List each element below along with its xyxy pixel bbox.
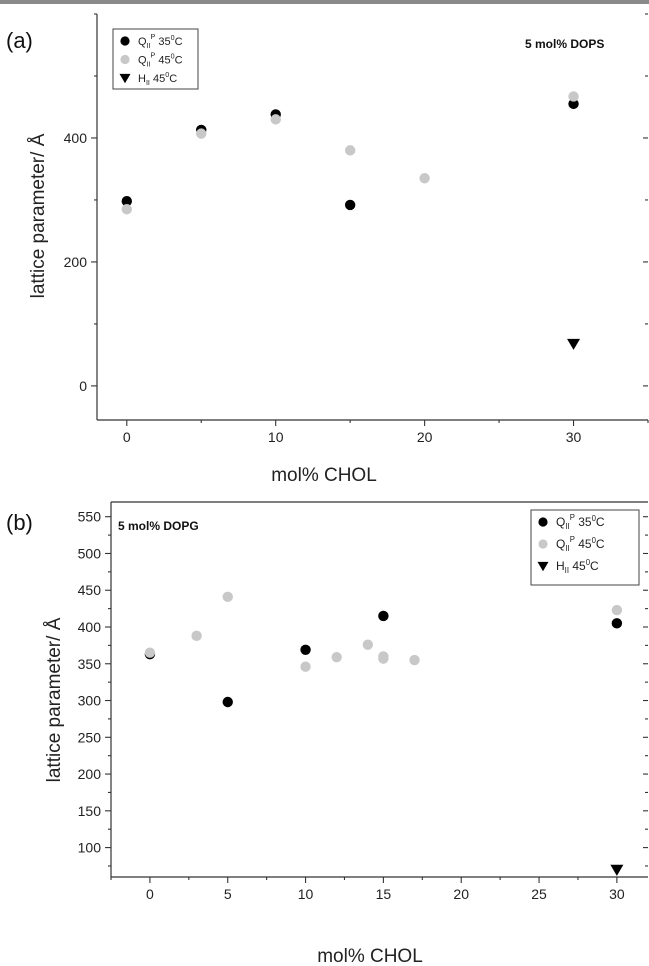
panel-b-x-tick-label: 25	[531, 886, 547, 902]
panel-a-legend-marker-1	[120, 54, 130, 65]
panel-b-legend: QIIP 350C QIIP 450C HII 450C	[530, 509, 640, 586]
panel-b-series-0-point	[611, 618, 623, 629]
panel-b-x-tick-label: 10	[298, 886, 314, 902]
panel-a-legend-marker-0	[120, 36, 130, 46]
panel-b-y-tick-label: 400	[78, 619, 102, 635]
panel-b-y-tick-label: 100	[78, 840, 102, 856]
panel-b-y-tick-label: 150	[78, 803, 102, 819]
panel-a-y-axis-title: lattice parameter/ Å	[28, 133, 49, 298]
panel-a-y-tick-label: 400	[64, 130, 88, 146]
panel-b-x-tick-label: 15	[376, 886, 392, 902]
panel-b-series-1-point	[144, 647, 156, 658]
panel-b-series-1-point	[409, 654, 420, 666]
panel-b-x-axis-title: mol% CHOL	[317, 946, 423, 966]
panel-a-y-tick-label: 0	[79, 378, 87, 394]
panel-b-series-0-point	[300, 644, 311, 655]
panel-a-x-tick-label: 20	[417, 429, 433, 445]
panel-a-legend-label-1: QIIP 450C	[138, 52, 183, 69]
panel-b-y-tick-label: 450	[78, 582, 102, 598]
panel-b-x-tick-label: 30	[609, 886, 625, 902]
panel-a-series-1-point	[344, 145, 356, 156]
panel-b-y-tick-label: 550	[78, 509, 102, 525]
panel-b-series-0-point	[222, 696, 233, 708]
panel-a-annotation: 5 mol% DOPS	[525, 37, 604, 51]
panel-b-y-tick-label: 500	[78, 545, 102, 561]
panel-a-series-0-point	[121, 195, 132, 207]
panel-b-series-1-point	[378, 653, 389, 664]
panel-b-y-tick-label: 300	[78, 693, 102, 709]
panel-a-series-1-point	[419, 173, 430, 184]
panel-a-series-1-point	[121, 204, 132, 215]
panel-b-legend-marker-2	[537, 561, 549, 572]
panel-b-series-1-point	[300, 661, 311, 672]
panel-a-legend-label-0: QIIP 350C	[138, 33, 183, 50]
panel-b-series-1-point	[191, 630, 202, 642]
panel-b-x-tick-label: 20	[453, 886, 469, 902]
panel-b-legend-marker-0	[538, 517, 548, 527]
panel-b-legend-label-1: QIIP 450C	[556, 535, 605, 553]
panel-b-label: (b)	[6, 510, 33, 535]
panel-b-legend-label-0: QIIP 350C	[556, 513, 605, 531]
panel-a-series-0-point	[568, 98, 579, 110]
panel-b-annotation: 5 mol% DOPG	[118, 519, 199, 533]
panel-b-series-1-point	[222, 591, 233, 603]
panel-b-legend-label-2: HII 450C	[556, 558, 599, 575]
panel-a-series-2-point	[567, 338, 581, 350]
panel-b-y-axis-title: lattice parameter/ Å	[44, 617, 65, 782]
panel-a-y-tick-label: 200	[64, 254, 88, 270]
panel-b-series-1-point	[611, 604, 623, 616]
panel-a-x-tick-label: 30	[566, 429, 582, 445]
panel-a-series-1-point	[196, 128, 207, 139]
panel-b-y-tick-label: 350	[78, 656, 102, 672]
panel-a-legend-label-2: HII 450C	[138, 71, 177, 87]
panel-b-x-tick-label: 0	[146, 886, 154, 902]
panel-a-x-axis-title: mol% CHOL	[271, 465, 377, 486]
panel-b-series-0-point	[378, 610, 389, 622]
panel-a-legend: QIIP 350C QIIP 450C HII 450C	[112, 28, 199, 90]
panel-a-legend-marker-2	[119, 73, 131, 84]
panel-b-chart: (b) 5 mol% DOPG mol% CHOL lattice parame…	[6, 501, 648, 966]
panel-b-series-1-point	[331, 651, 342, 663]
panel-b-x-tick-label: 5	[224, 886, 232, 902]
panel-a-series-1-point	[270, 114, 281, 125]
panel-a-x-tick-label: 0	[123, 429, 131, 445]
panel-b-legend-box	[530, 509, 640, 586]
panel-b-y-tick-label: 250	[78, 729, 102, 745]
top-border	[0, 0, 649, 4]
panel-b-y-tick-label: 200	[78, 766, 102, 782]
panel-b-series-2-point	[610, 864, 624, 876]
panel-b-series-1-point	[362, 639, 374, 650]
panel-a-series-0-point	[344, 199, 356, 211]
panel-a-chart: (a) 5 mol% DOPS mol% CHOL lattice parame…	[6, 13, 649, 486]
panel-a-label: (a)	[6, 28, 33, 53]
panel-b-legend-marker-1	[538, 539, 548, 549]
panel-a-series-1-point	[568, 91, 579, 102]
panel-a-x-tick-label: 10	[268, 429, 284, 445]
